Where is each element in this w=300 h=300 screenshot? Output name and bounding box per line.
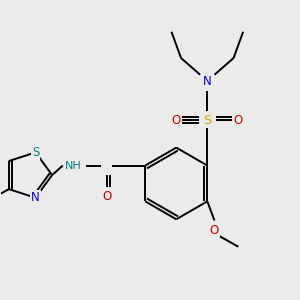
Text: O: O	[172, 114, 181, 127]
Text: NH: NH	[65, 160, 82, 170]
Text: N: N	[31, 191, 40, 204]
Text: N: N	[203, 75, 212, 88]
Text: S: S	[203, 114, 212, 127]
Text: O: O	[102, 190, 112, 203]
Text: S: S	[32, 146, 39, 159]
Text: O: O	[234, 114, 243, 127]
Text: O: O	[210, 224, 219, 236]
